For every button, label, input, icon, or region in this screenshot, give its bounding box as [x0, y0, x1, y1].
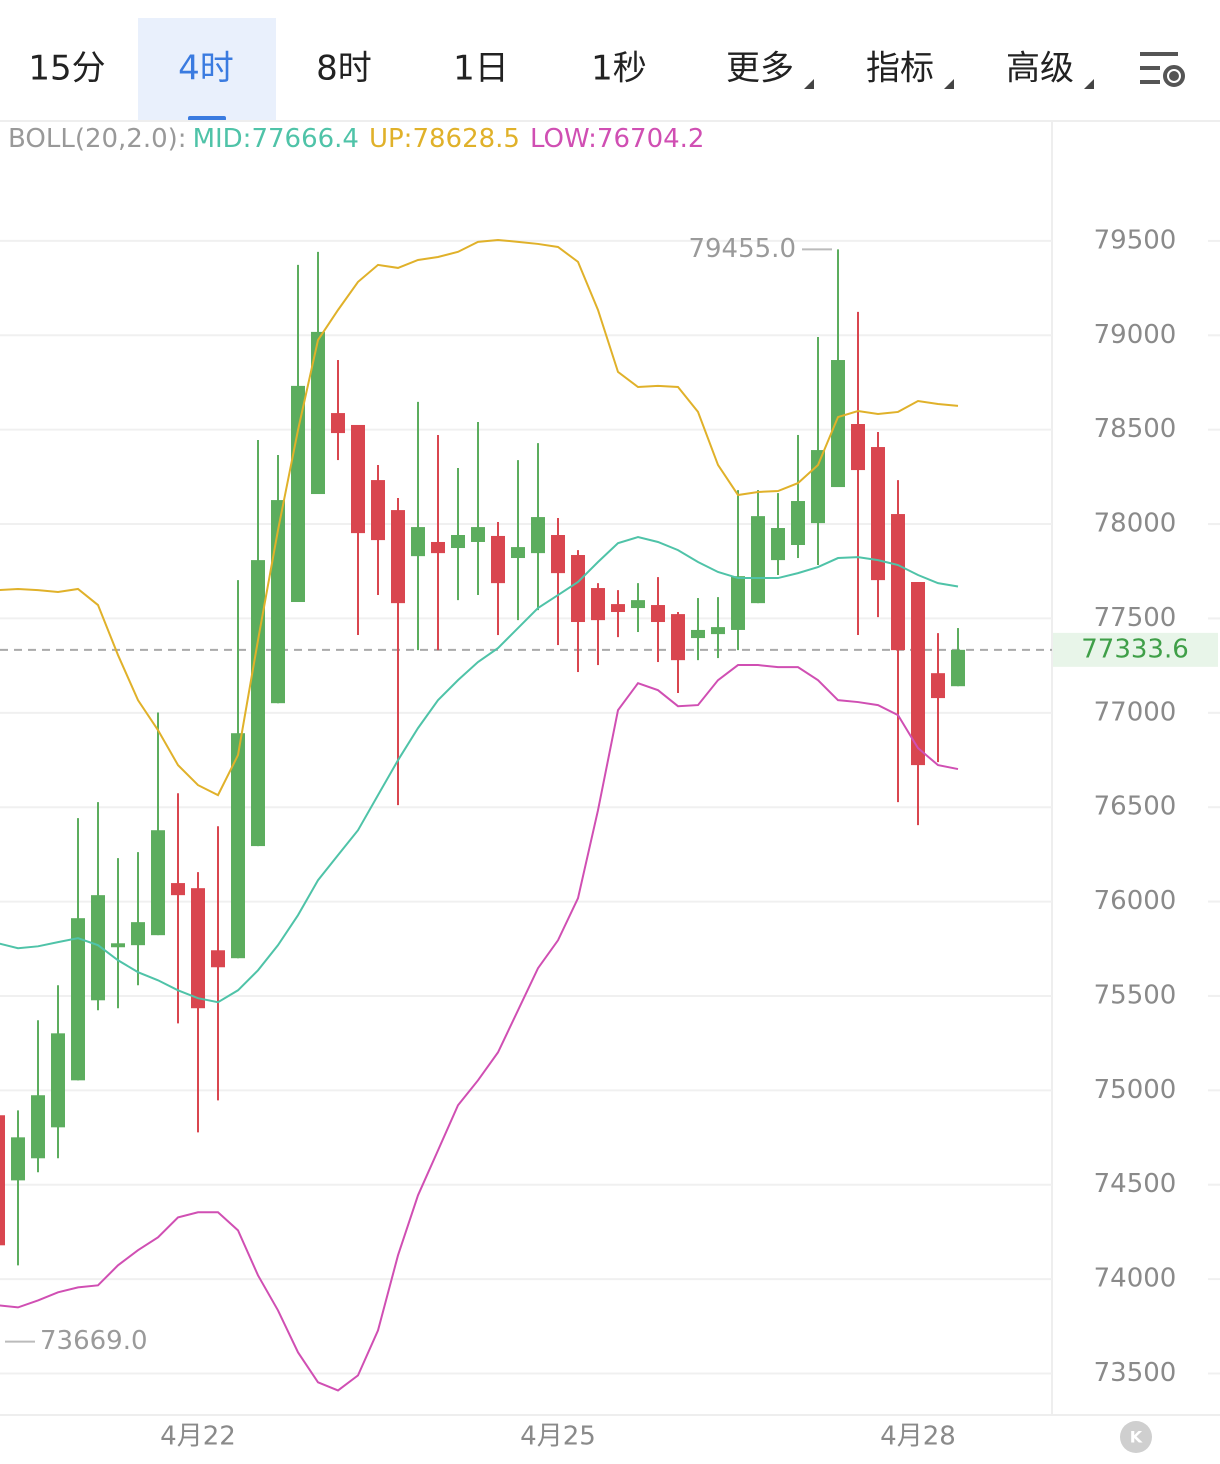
dropdown-caret: [1084, 79, 1094, 89]
tab[interactable]: 15分: [28, 49, 105, 89]
candle-body: [131, 922, 145, 946]
candle-body: [731, 576, 745, 630]
candle-body: [151, 830, 165, 936]
boll-line: [0, 664, 959, 1392]
y-tick-label: 76000: [1094, 886, 1177, 916]
grid: [0, 239, 1220, 1375]
candle-body: [671, 614, 685, 661]
plot-area: 79455.0 73669.0: [0, 234, 1052, 1392]
candle-body: [831, 360, 845, 488]
candle-body: [891, 514, 905, 651]
x-tick-label: 4月25: [520, 1422, 596, 1452]
svg-text:K: K: [1130, 1428, 1143, 1447]
last-price-box: [1053, 632, 1218, 667]
candle-body: [211, 950, 225, 968]
y-tick-label: 74500: [1094, 1169, 1177, 1199]
candle-body: [691, 629, 705, 639]
tab[interactable]: 8时: [316, 49, 372, 89]
candle-body: [651, 605, 665, 623]
candle-body: [711, 627, 725, 635]
y-tick-label: 73500: [1094, 1358, 1177, 1388]
candle-body: [51, 1033, 65, 1128]
candle-body: [631, 600, 645, 609]
tab[interactable]: 4时: [178, 49, 234, 89]
toolbar: 15分 4时 8时 1日 1秒 更多 指标 高级: [28, 18, 1094, 121]
tab[interactable]: 1日: [453, 49, 509, 89]
candle-body: [771, 528, 785, 561]
x-tick-label: 4月28: [880, 1422, 956, 1452]
candle-body: [491, 535, 505, 584]
y-tick-label: 79500: [1094, 225, 1177, 255]
y-tick-label: 77000: [1094, 697, 1177, 727]
tab[interactable]: 高级: [1006, 49, 1074, 89]
candle-body: [851, 424, 865, 471]
tab[interactable]: 1秒: [591, 49, 647, 89]
candle-body: [871, 447, 885, 581]
candle-body: [931, 673, 945, 699]
candle-body: [71, 918, 85, 1081]
legend-entry: MID:77666.4: [193, 124, 359, 154]
candle-body: [31, 1095, 45, 1159]
dropdown-caret: [944, 79, 954, 89]
legend-entry: UP:78628.5: [369, 124, 520, 154]
indicator-legend: BOLL(20,2.0): MID:77666.4 UP:78628.5 LOW:76…: [8, 124, 704, 154]
candle-body: [791, 501, 805, 546]
candle-body: [331, 413, 345, 434]
x-tick-label: 4月22: [160, 1422, 236, 1452]
y-tick-label: 77500: [1094, 603, 1177, 633]
low-marker-label: 73669.0: [40, 1326, 148, 1356]
candle-body: [371, 480, 385, 541]
candle-body: [611, 604, 625, 613]
candle-body: [351, 424, 365, 534]
y-tick-label: 78000: [1094, 509, 1177, 539]
candle-body: [471, 527, 485, 542]
candle-body: [311, 331, 325, 495]
candle-body: [191, 888, 205, 1009]
candle-body: [451, 535, 465, 549]
legend-entry: LOW:76704.2: [530, 124, 704, 154]
tab[interactable]: 指标: [866, 49, 934, 89]
axes: 73500 74000 74500 75000 75500 76000 76500 77000…: [160, 225, 1218, 1452]
y-tick-label: 75500: [1094, 980, 1177, 1010]
candle-body: [431, 541, 445, 554]
candle-body: [951, 649, 965, 687]
candle-body: [811, 450, 825, 524]
candle-body: [231, 733, 245, 959]
candle-body: [171, 883, 185, 896]
y-tick-label: 79000: [1094, 320, 1177, 350]
candle-body: [911, 582, 925, 766]
scroll-right-button[interactable]: K: [1120, 1421, 1152, 1453]
high-marker-label: 79455.0: [688, 234, 796, 264]
y-tick-label: 76500: [1094, 792, 1177, 822]
y-tick-label: 78500: [1094, 414, 1177, 444]
candle-body: [511, 547, 525, 559]
indicator-name: BOLL(20,2.0):: [8, 124, 187, 154]
candle-body: [411, 527, 425, 557]
y-tick-label: 75000: [1094, 1075, 1177, 1105]
candle-body: [571, 555, 585, 623]
selected-tab-bg: [138, 18, 276, 121]
candle-body: [11, 1137, 25, 1181]
candle-body: [751, 516, 765, 604]
candle-body: [391, 510, 405, 604]
candle-body: [291, 385, 305, 603]
candle-body: [0, 1115, 5, 1246]
candle-body: [251, 560, 265, 847]
candle-body: [551, 535, 565, 574]
y-tick-label: 74000: [1094, 1264, 1177, 1294]
candle-body: [111, 943, 125, 948]
candle-body: [531, 517, 545, 554]
settings-icon[interactable]: [1140, 52, 1185, 87]
tab[interactable]: 更多: [726, 49, 794, 89]
candle-body: [591, 588, 605, 621]
boll-line: [0, 238, 959, 797]
candle-body: [91, 895, 105, 1001]
last-price-label: 77333.6: [1081, 634, 1189, 664]
dropdown-caret: [804, 79, 814, 89]
boll-line: [0, 536, 959, 1004]
selected-tab-underline: [188, 116, 226, 121]
